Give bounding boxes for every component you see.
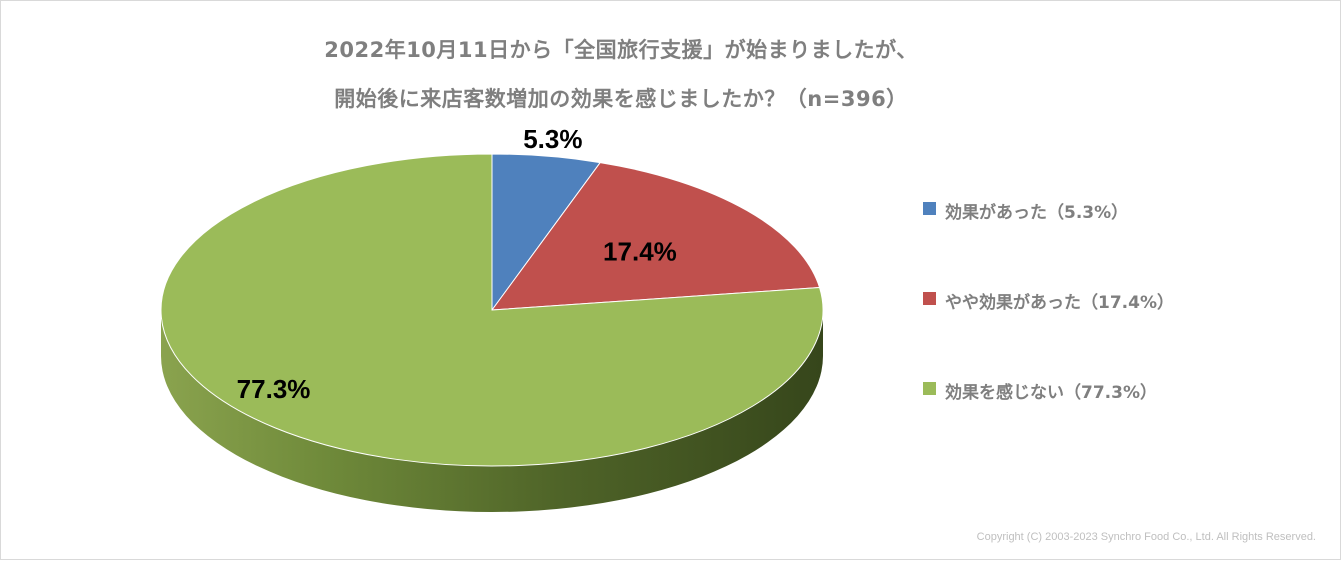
- pie-slice-not-effective: [160, 153, 824, 467]
- chart-title-line-1: 2022年10月11日から「全国旅行支援」が始まりましたが、: [324, 38, 918, 62]
- legend-label-not-effective: 効果を感じない（77.3%）: [945, 383, 1157, 403]
- legend-label-effective: 効果があった（5.3%）: [945, 203, 1129, 223]
- pie-slice-somewhat-effective: [490, 162, 821, 311]
- pie-side-not-effective: [161, 310, 823, 512]
- legend-label-somewhat-effective: やや効果があった（17.4%）: [945, 293, 1174, 313]
- legend-swatch-somewhat-effective: [923, 292, 936, 305]
- data-label-somewhat-effective: 17.4%: [603, 236, 677, 266]
- copyright-notice: Copyright (C) 2003-2023 Synchro Food Co.…: [976, 531, 1316, 543]
- legend-swatch-not-effective: [923, 382, 936, 395]
- data-label-effective: 5.3%: [523, 124, 582, 154]
- legend-swatch-effective: [923, 202, 936, 215]
- data-label-not-effective: 77.3%: [237, 374, 311, 404]
- chart-title-line-2: 開始後に来店客数増加の効果を感じましたか？（n=396）: [334, 87, 908, 111]
